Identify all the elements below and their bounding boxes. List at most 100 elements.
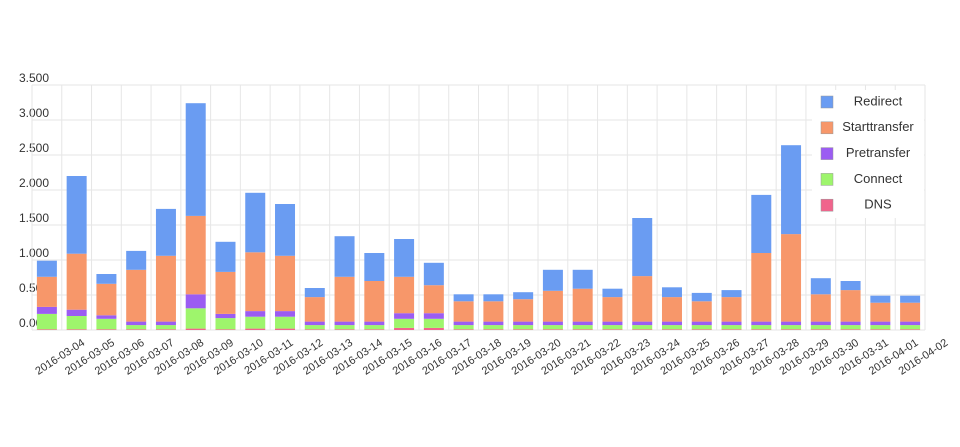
bar-segment — [394, 327, 415, 330]
bar-segment — [423, 327, 444, 330]
bar-segment — [513, 292, 534, 300]
bar-segment — [483, 321, 504, 326]
bar-segment — [542, 325, 563, 330]
bar-segment — [245, 252, 266, 312]
bar-segment — [840, 325, 861, 330]
bar-segment — [483, 294, 504, 302]
bar-segment — [632, 325, 653, 330]
bar-segment — [661, 297, 682, 322]
legend-swatch — [820, 198, 834, 212]
bar-segment — [751, 194, 772, 253]
bar-segment — [572, 288, 593, 322]
bar-segment — [602, 321, 623, 326]
bar-segment — [453, 329, 474, 330]
bar-segment — [721, 321, 742, 326]
bar-segment — [870, 295, 891, 303]
y-tick-label: 3.500 — [19, 71, 49, 85]
bar-segment — [66, 316, 87, 330]
bar-segment — [840, 321, 861, 326]
legend-label: Connect — [854, 171, 903, 186]
bar-segment — [334, 276, 355, 322]
legend-label: DNS — [864, 197, 892, 212]
y-tick-label: 3.000 — [19, 106, 49, 120]
legend-label: Pretransfer — [846, 145, 911, 160]
bar-segment — [126, 250, 147, 270]
bar-segment — [840, 290, 861, 322]
bar-segment — [215, 271, 236, 314]
bar-segment — [453, 294, 474, 302]
bar-segment — [423, 313, 444, 319]
bar-segment — [483, 329, 504, 330]
bar-segment — [661, 325, 682, 330]
bar-segment — [304, 325, 325, 330]
bar-segment — [691, 329, 712, 330]
bar-segment — [66, 309, 87, 316]
bar-segment — [364, 281, 385, 322]
bar-segment — [215, 241, 236, 272]
bar-segment — [453, 325, 474, 330]
bar-segment — [810, 294, 831, 322]
bar-segment — [334, 236, 355, 277]
bar-segment — [275, 204, 296, 256]
legend-label: Starttransfer — [842, 119, 914, 134]
bar-segment — [96, 315, 117, 319]
bar-segment — [632, 276, 653, 322]
bar-segment — [751, 329, 772, 330]
legend-swatch — [820, 95, 834, 109]
bar-segment — [483, 325, 504, 330]
bar-segment — [66, 253, 87, 310]
bar-segment — [632, 218, 653, 277]
bar-segment — [126, 321, 147, 326]
legend-swatch — [820, 173, 834, 186]
bar-segment — [781, 329, 802, 330]
bar-segment — [691, 325, 712, 330]
legend-label: Redirect — [854, 93, 903, 108]
bar-segment — [185, 103, 206, 216]
bar-segment — [215, 318, 236, 330]
bar-segment — [870, 302, 891, 322]
bar-segment — [185, 308, 206, 329]
bar-segment — [364, 253, 385, 281]
bar-segment — [275, 328, 296, 330]
bar-segment — [900, 325, 921, 330]
y-tick-label: 2.500 — [19, 141, 49, 155]
bar-segment — [394, 276, 415, 314]
bar-segment — [155, 329, 176, 330]
bar-segment — [364, 325, 385, 330]
bar-segment — [155, 208, 176, 256]
bar-segment — [870, 325, 891, 330]
bar-segment — [513, 329, 534, 330]
bar-segment — [513, 321, 534, 326]
bar-segment — [36, 260, 57, 277]
bar-segment — [572, 321, 593, 326]
bar-segment — [423, 262, 444, 286]
bar-segment — [453, 321, 474, 326]
bar-segment — [810, 329, 831, 330]
bar-segment — [96, 274, 117, 284]
bar-segment — [304, 288, 325, 298]
bar-segment — [36, 276, 57, 307]
bar-segment — [781, 234, 802, 322]
bar-segment — [126, 329, 147, 330]
bar-segment — [751, 253, 772, 322]
bar-segment — [334, 325, 355, 330]
bar-segment — [96, 318, 117, 330]
bar-segment — [572, 269, 593, 289]
bar-segment — [185, 328, 206, 330]
bar-segment — [691, 292, 712, 302]
bar-segment — [245, 316, 266, 329]
bar-segment — [721, 297, 742, 322]
bar-segment — [781, 325, 802, 330]
bar-segment — [513, 325, 534, 330]
bar-segment — [542, 290, 563, 322]
y-tick-label: 1.500 — [19, 211, 49, 225]
bar-segment — [185, 215, 206, 295]
bar-segment — [334, 321, 355, 326]
bar-segment — [572, 329, 593, 330]
bar-segment — [602, 297, 623, 322]
bar-segment — [245, 311, 266, 317]
bar-segment — [155, 321, 176, 326]
legend-swatch — [820, 121, 834, 135]
bar-segment — [840, 281, 861, 291]
bar-segment — [423, 285, 444, 314]
